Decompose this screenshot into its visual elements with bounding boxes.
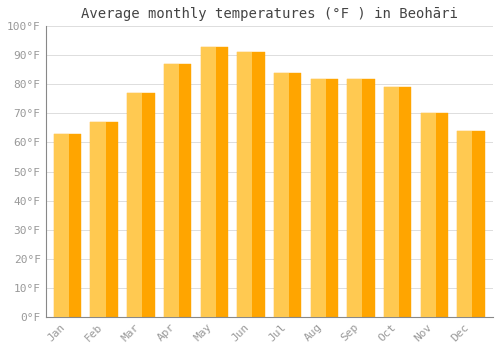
Bar (384, 87, 399, 317)
Bar (348, 78, 362, 317)
Bar (54, 134, 69, 317)
Bar (420, 113, 448, 317)
Bar (237, 52, 264, 317)
Bar (458, 131, 485, 317)
Bar (237, 52, 252, 317)
Bar (164, 64, 179, 317)
Bar (90, 122, 118, 317)
Bar (274, 73, 301, 317)
Bar (420, 113, 436, 317)
Bar (164, 64, 192, 317)
Bar (200, 47, 216, 317)
Bar (90, 122, 106, 317)
Bar (384, 87, 411, 317)
Bar (54, 134, 82, 317)
Bar (127, 93, 142, 317)
Bar (310, 78, 326, 317)
Bar (200, 47, 228, 317)
Bar (348, 78, 375, 317)
Bar (127, 93, 154, 317)
Bar (458, 131, 472, 317)
Bar (310, 78, 338, 317)
Bar (274, 73, 289, 317)
Title: Average monthly temperatures (°F ) in Beohāri: Average monthly temperatures (°F ) in Be… (81, 7, 458, 21)
